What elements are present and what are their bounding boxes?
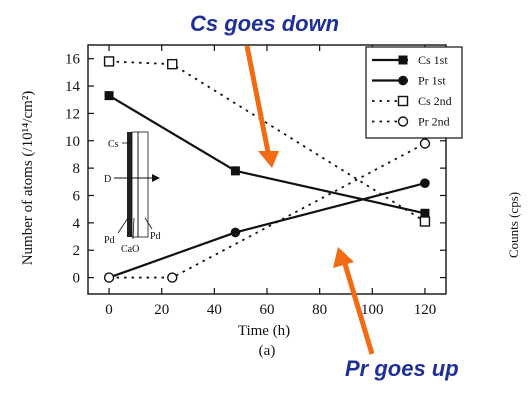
x-tick-label-60: 60	[260, 302, 275, 318]
legend-marker-cs-2nd	[397, 95, 409, 107]
point-cs-1st-120	[420, 208, 430, 218]
inset-d-arrow-head	[152, 174, 160, 182]
y-tick-label-14: 14	[65, 79, 81, 95]
y-tick-label-10: 10	[65, 134, 80, 150]
arrow-cs-head	[258, 151, 279, 168]
x-tick-label-100: 100	[361, 302, 384, 318]
arrow-cs-shaft	[244, 45, 271, 153]
x-axis-title: Time (h)	[238, 323, 290, 339]
legend-label-cs-2nd: Cs 2nd	[418, 94, 452, 108]
y-tick-label-6: 6	[73, 188, 81, 204]
series-line-pr-2nd	[109, 142, 426, 279]
x-tick-label-120: 120	[414, 302, 437, 318]
subfigure-label: (a)	[259, 343, 276, 359]
annotation-arrows	[244, 45, 375, 355]
series-layer	[103, 56, 431, 283]
point-cs-2nd-120	[419, 216, 431, 227]
x-tick-label-40: 40	[207, 302, 222, 318]
y-axis-title: Number of atoms (/10¹⁴/cm²)	[20, 91, 36, 266]
axes: 0 20 40 60 80 100 120 0 2 4 6 8 10 12 14 16	[65, 45, 446, 318]
x-tick-label-20: 20	[154, 302, 169, 318]
legend-box	[365, 46, 463, 139]
point-cs-1st-48	[230, 166, 240, 176]
point-pr-2nd-120	[419, 138, 431, 149]
y-tick-label-4: 4	[73, 216, 81, 232]
legend: Cs 1st Pr 1st Cs 2nd Pr 2nd	[365, 46, 463, 139]
inset-label-pd-right: Pd	[150, 231, 161, 242]
point-pr-2nd-0	[103, 272, 115, 283]
inset-label-cao: CaO	[121, 244, 139, 255]
y-tick-label-0: 0	[73, 271, 81, 287]
right-panel-axis-label: Counts (cps)	[506, 192, 521, 258]
legend-label-pr-2nd: Pr 2nd	[418, 115, 450, 129]
point-cs-2nd-0	[103, 56, 115, 67]
arrow-pr-shaft	[342, 263, 375, 355]
inset-cs-layer	[127, 132, 132, 237]
point-cs-1st-0	[104, 91, 114, 101]
inset-label-d: D	[104, 174, 111, 185]
annotation-cs-goes-down: Cs goes down	[190, 11, 339, 36]
point-cs-2nd-24	[167, 58, 178, 70]
arrow-pr-head	[333, 247, 354, 268]
x-tick-label-80: 80	[312, 302, 327, 318]
y-tick-label-8: 8	[73, 161, 81, 177]
legend-marker-cs-1st	[398, 55, 408, 65]
y-tick-label-12: 12	[65, 106, 80, 122]
legend-label-pr-1st: Pr 1st	[418, 74, 446, 88]
x-tick-label-0: 0	[105, 302, 113, 318]
inset-label-pd-left: Pd	[104, 235, 115, 246]
inset-pd-left-pointer	[117, 217, 129, 234]
annotation-pr-goes-up: Pr goes up	[345, 356, 459, 381]
point-pr-1st-48	[230, 227, 241, 238]
legend-marker-pr-1st	[398, 75, 408, 86]
inset-cao-layer	[131, 131, 139, 238]
inset-label-cs: Cs	[108, 139, 119, 150]
y-tick-label-2: 2	[73, 243, 81, 259]
point-pr-1st-120	[420, 178, 430, 188]
inset-cao-pointer	[132, 217, 135, 240]
y-tick-label-16: 16	[65, 52, 81, 68]
inset-schematic: Cs D Pd Pd CaO	[104, 131, 161, 255]
inset-pd-right-pointer	[144, 217, 153, 230]
inset-pd-layer	[137, 131, 149, 238]
legend-marker-pr-2nd	[397, 116, 409, 127]
point-pr-2nd-24	[167, 272, 178, 283]
legend-label-cs-1st: Cs 1st	[418, 53, 448, 67]
